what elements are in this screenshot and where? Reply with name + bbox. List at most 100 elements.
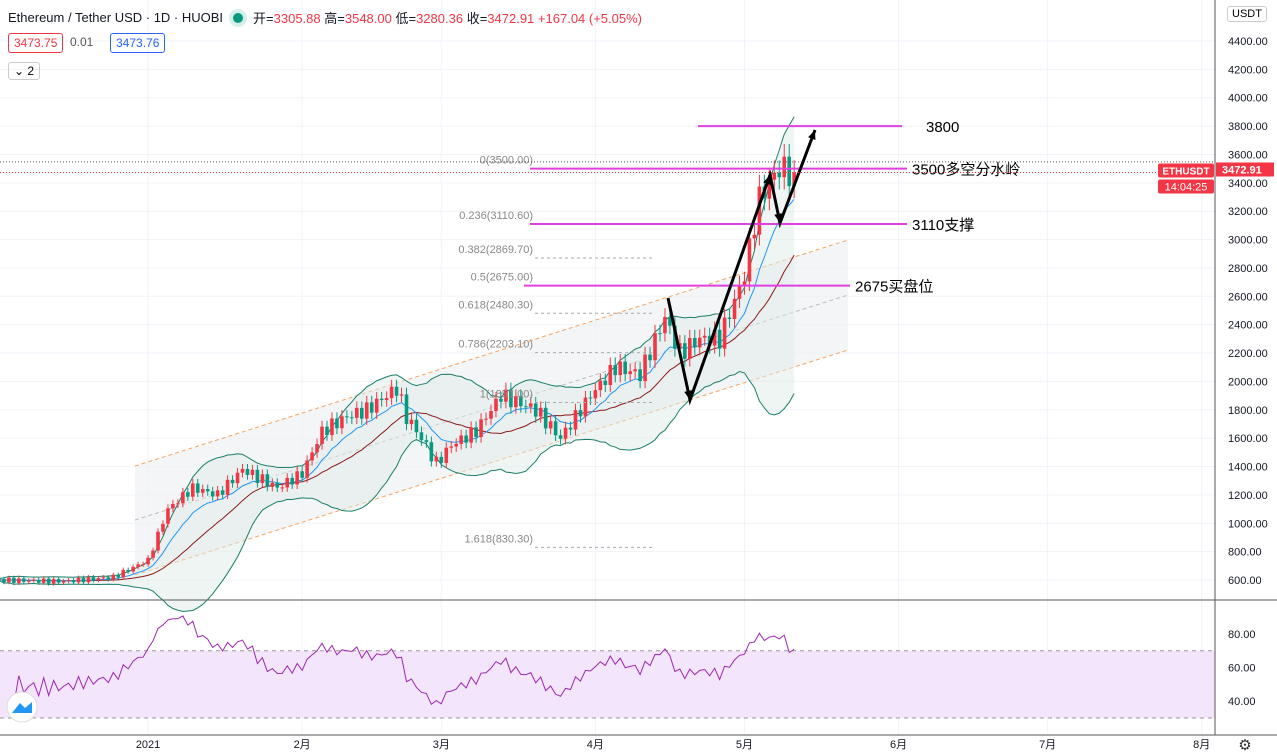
price-tick: 2000.00 xyxy=(1228,376,1268,388)
candle-body xyxy=(499,398,503,402)
candle-body xyxy=(717,329,722,349)
candle-body xyxy=(340,416,344,429)
candle-body xyxy=(618,361,623,376)
candle-body xyxy=(389,386,394,399)
candle-body xyxy=(230,479,235,484)
candle-body xyxy=(509,389,513,408)
candle-body xyxy=(489,411,493,419)
candle-body xyxy=(225,479,230,495)
candle-body xyxy=(444,447,449,463)
candle-body xyxy=(757,186,762,235)
candle-body xyxy=(519,396,523,407)
candle-body xyxy=(91,577,96,581)
fib-label: 0.236(3110.60) xyxy=(459,210,533,222)
fib-label: 1(1851.00) xyxy=(480,389,533,401)
candle-body xyxy=(504,389,508,402)
candle-body xyxy=(315,444,319,453)
price-tick: 1200.00 xyxy=(1228,490,1268,502)
rsi-tick: 80.00 xyxy=(1228,629,1256,641)
candle-body xyxy=(345,416,349,418)
candle-body xyxy=(146,557,150,565)
candle-body xyxy=(697,337,702,348)
price-tick: 800.00 xyxy=(1228,547,1262,559)
price-tick: 4400.00 xyxy=(1228,36,1268,48)
price-tag xyxy=(1216,162,1274,177)
candle-body xyxy=(737,285,742,299)
candle-body xyxy=(722,317,727,349)
candle-body xyxy=(727,317,732,320)
symbol-title[interactable]: Ethereum / Tether USD · 1D · HUOBI xyxy=(8,10,224,25)
candle-body xyxy=(464,435,468,443)
rsi-tick: 40.00 xyxy=(1228,696,1256,708)
candle-body xyxy=(399,394,404,396)
candle-body xyxy=(260,474,265,484)
candle-body xyxy=(643,354,647,382)
candle-body xyxy=(688,338,692,359)
candle-body xyxy=(633,369,637,372)
price-tick: 1600.00 xyxy=(1228,433,1268,445)
candle-body xyxy=(270,482,275,487)
candle-body xyxy=(330,418,334,436)
candle-body xyxy=(673,325,677,349)
candle-body xyxy=(26,580,31,582)
candle-body xyxy=(181,492,185,504)
candle-body xyxy=(593,390,598,399)
settings-icon[interactable]: ⚙ xyxy=(1238,737,1251,754)
time-tick: 3月 xyxy=(433,739,450,751)
countdown: 14:04:25 xyxy=(1165,181,1208,193)
sell-button[interactable]: 3473.75 xyxy=(8,33,64,53)
candle-body xyxy=(111,574,116,580)
price-tick: 4200.00 xyxy=(1228,64,1268,76)
candle-body xyxy=(573,410,578,430)
candle-body xyxy=(434,456,439,462)
candle-body xyxy=(782,156,787,178)
candle-body xyxy=(295,471,299,485)
price-tick: 600.00 xyxy=(1228,575,1262,587)
candle-body xyxy=(96,578,101,581)
candle-body xyxy=(166,508,170,524)
candle-body xyxy=(186,492,190,497)
candle-body xyxy=(126,569,130,572)
candle-body xyxy=(31,579,36,581)
candle-body xyxy=(290,477,294,485)
currency-label[interactable]: USDT xyxy=(1227,6,1267,22)
candle-body xyxy=(479,419,483,438)
candle-body xyxy=(668,316,672,326)
candle-body xyxy=(409,419,414,425)
candle-body xyxy=(767,179,772,199)
candle-body xyxy=(374,398,379,413)
candle-body xyxy=(76,577,81,583)
candle-body xyxy=(156,531,160,551)
candle-body xyxy=(484,418,488,420)
candle-body xyxy=(683,343,687,359)
candle-body xyxy=(71,580,76,583)
candle-body xyxy=(792,172,796,187)
candle-body xyxy=(379,398,384,401)
candle-body xyxy=(663,316,667,334)
annotation-label: 3110支撑 xyxy=(912,217,974,234)
fib-label: 0.618(2480.30) xyxy=(458,299,533,311)
candle-body xyxy=(568,427,573,430)
candle-body xyxy=(742,281,747,286)
candle-body xyxy=(777,172,782,178)
time-tick: 4月 xyxy=(587,739,604,751)
buy-button[interactable]: 3473.76 xyxy=(110,33,166,53)
annotation-label: 2675买盘位 xyxy=(855,278,933,296)
candle-body xyxy=(558,435,563,439)
indicators-toggle[interactable]: ⌄ 2 xyxy=(8,62,41,80)
candle-body xyxy=(86,577,91,583)
candle-body xyxy=(195,483,200,493)
market-status-icon xyxy=(233,12,244,23)
candle-body xyxy=(648,354,652,361)
candle-body xyxy=(161,523,165,532)
candle-body xyxy=(692,338,697,348)
price-tick: 1400.00 xyxy=(1228,462,1268,474)
candle-body xyxy=(752,234,757,239)
time-tick: 5月 xyxy=(736,739,753,751)
arrowhead-icon xyxy=(808,130,816,140)
candle-body xyxy=(285,477,290,488)
price-tag-value: 3472.91 xyxy=(1222,164,1262,176)
candle-body xyxy=(404,394,409,425)
candle-body xyxy=(369,402,374,413)
